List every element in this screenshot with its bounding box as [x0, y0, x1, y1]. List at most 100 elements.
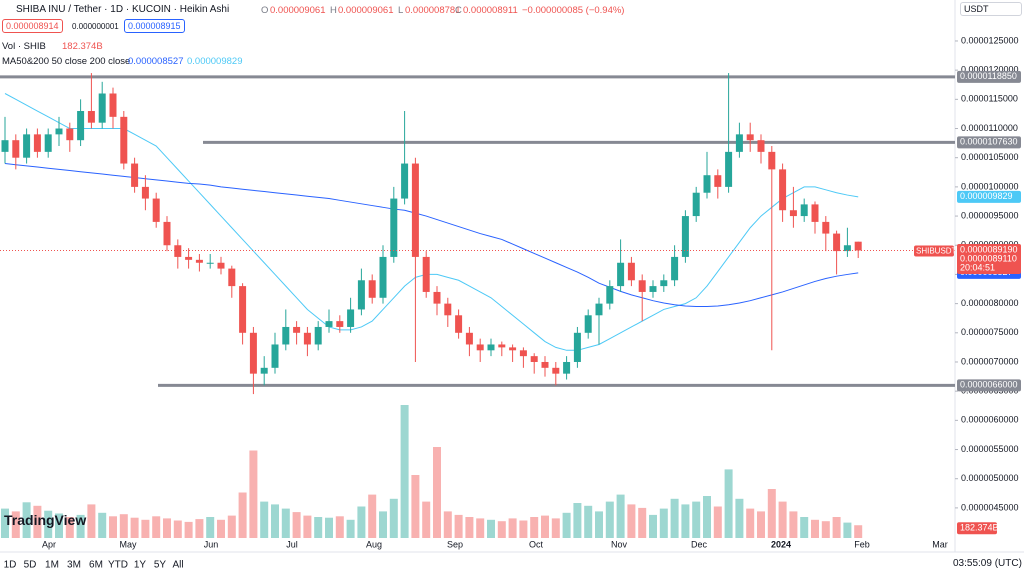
volume-bar: [11, 511, 20, 538]
volume-bar: [368, 494, 377, 538]
candle-body: [131, 163, 139, 187]
volume-bar: [357, 506, 366, 538]
y-tick-label: 0.0000105000: [961, 152, 1019, 162]
ma-tag: [957, 190, 1021, 203]
candle-body: [271, 344, 279, 368]
volume-bar: [562, 512, 571, 538]
volume-bar: [659, 508, 668, 538]
symbol-tag: [914, 245, 954, 257]
volume-bar: [670, 498, 679, 538]
candle-body: [843, 245, 851, 252]
volume-bar: [703, 496, 711, 538]
candle-body: [87, 111, 95, 123]
range-button[interactable]: 6M: [89, 560, 103, 571]
volume-bar: [33, 505, 42, 538]
volume-bar: [130, 517, 139, 538]
candle-body: [530, 356, 538, 362]
volume-tag: [957, 522, 997, 535]
candle-body: [573, 332, 581, 362]
symbol-title: SHIBA INU / Tether · 1D · KUCOIN · Heiki…: [16, 4, 230, 15]
level-tag-label: 0.0000066000: [960, 380, 1018, 390]
candle-body: [347, 309, 355, 327]
candle-body: [12, 140, 20, 158]
volume-bar: [476, 518, 485, 538]
candle-body: [249, 332, 257, 374]
candle-body: [163, 221, 171, 246]
candle-body: [33, 134, 41, 152]
candle-body: [109, 93, 117, 117]
candle-body: [368, 280, 376, 298]
ohlc-value: 0.000008781: [405, 5, 461, 16]
volume-bar: [249, 450, 258, 538]
y-tick-label: 0.0000120000: [961, 65, 1019, 75]
volume-bar: [821, 521, 830, 538]
candle-body: [357, 280, 365, 310]
candle-body: [293, 326, 301, 333]
price-tag: [957, 243, 1021, 274]
volume-bar: [206, 517, 215, 538]
y-tick-label: 0.0000050000: [961, 473, 1019, 483]
volume-bar: [692, 501, 701, 538]
candle-body: [768, 151, 776, 170]
volume-bar: [519, 520, 528, 538]
candle-body: [465, 332, 473, 345]
candle-body: [325, 321, 333, 327]
volume-bar: [44, 510, 53, 538]
x-tick-label: 2024: [771, 539, 791, 549]
volume-bar: [260, 501, 269, 538]
buy-button[interactable]: 0.000008915: [124, 19, 185, 33]
level-tag: [957, 136, 1021, 149]
candle-body: [822, 221, 830, 234]
volume-bar: [238, 492, 247, 538]
candle-body: [44, 134, 52, 152]
candle-body: [800, 204, 808, 217]
range-button[interactable]: 5Y: [154, 560, 167, 571]
candle-body: [509, 347, 517, 351]
ma200-value: 0.000008527: [128, 56, 184, 67]
candle-body: [336, 321, 344, 327]
range-button[interactable]: YTD: [108, 560, 128, 571]
candle-body: [757, 140, 765, 152]
candle-body: [725, 151, 733, 187]
candle-body: [541, 361, 549, 368]
candle-body: [746, 134, 754, 141]
y-tick-label: 0.0000070000: [961, 356, 1019, 366]
y-tick-label: 0.0000080000: [961, 298, 1019, 308]
range-button[interactable]: 1D: [4, 560, 17, 571]
volume-bar: [335, 516, 344, 538]
ohlc-value: 0.000009061: [270, 5, 326, 16]
volume-bar: [767, 489, 776, 538]
volume-bar: [227, 515, 236, 538]
y-tick-label: 0.0000110000: [961, 123, 1018, 133]
y-tick-label: 0.0000045000: [961, 502, 1019, 512]
candle-body: [487, 344, 495, 351]
range-button[interactable]: 3M: [67, 560, 81, 571]
candle-body: [379, 256, 387, 298]
volume-bar: [119, 514, 128, 538]
level-tag-label: 0.0000107630: [960, 137, 1018, 147]
x-tick-label: Aug: [366, 539, 382, 549]
y-tick-label: 0.0000060000: [961, 415, 1019, 425]
candle-body: [735, 134, 743, 152]
volume-bar: [465, 517, 474, 538]
ohlc-label: C: [455, 5, 462, 16]
volume-bar: [854, 525, 863, 538]
currency-select[interactable]: USDT: [960, 2, 1022, 16]
volume-bar: [541, 515, 549, 538]
candle-body: [779, 169, 787, 211]
sell-button[interactable]: 0.000008914: [2, 19, 63, 33]
volume-bar: [76, 514, 85, 538]
volume-bar: [454, 514, 463, 538]
range-button[interactable]: 1M: [45, 560, 59, 571]
volume-bar: [735, 498, 744, 538]
volume-bar: [87, 504, 96, 538]
range-button[interactable]: 1Y: [134, 560, 147, 571]
range-button[interactable]: All: [172, 560, 183, 571]
volume-bar: [443, 511, 452, 538]
candle-body: [66, 128, 74, 141]
spread: 0.000000001: [72, 22, 119, 31]
volume-bar: [22, 502, 31, 538]
range-button[interactable]: 5D: [24, 560, 37, 571]
volume-bar: [55, 513, 63, 538]
volume-bar: [1, 508, 9, 538]
